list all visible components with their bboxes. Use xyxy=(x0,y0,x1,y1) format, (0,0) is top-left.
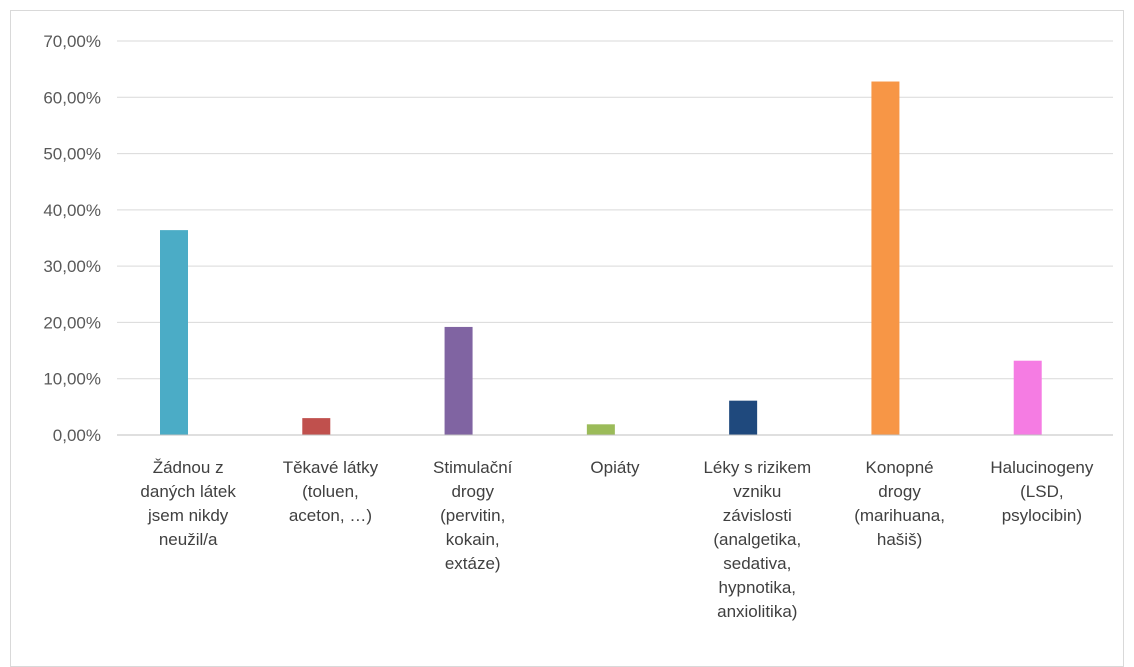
x-category-label: Žádnou z daných látek jsem nikdy neužil/a xyxy=(140,458,236,549)
bar xyxy=(729,400,758,435)
x-category-label: Léky s rizikem vzniku závislosti (analgetik… xyxy=(703,458,811,621)
x-category-label: Konopné drogy (marihuana, hašiš) xyxy=(854,458,945,549)
bar xyxy=(871,81,900,436)
x-category-label: Opiáty xyxy=(590,458,640,477)
y-tick-label: 0,00% xyxy=(53,426,101,445)
y-axis-ticks: 0,00% 10,00% 20,00% 30,00% 40,00% 50,00% 60,00… xyxy=(43,32,101,445)
y-tick-label: 20,00% xyxy=(43,313,101,332)
bar xyxy=(302,418,331,435)
y-tick-label: 50,00% xyxy=(43,145,101,164)
y-tick-label: 30,00% xyxy=(43,257,101,276)
bars xyxy=(160,81,1042,436)
x-category-label: Těkavé látky (toluen, aceton, …) xyxy=(283,458,379,525)
y-tick-label: 10,00% xyxy=(43,370,101,389)
x-category-label: Stimulační drogy (pervitin, kokain, extáze) xyxy=(433,458,513,573)
y-tick-label: 70,00% xyxy=(43,32,101,51)
y-tick-label: 60,00% xyxy=(43,88,101,107)
x-category-label: Halucinogeny (LSD, psylocibin) xyxy=(990,458,1094,525)
x-axis-categories: Žádnou z daných látek jsem nikdy neužil/a Tě… xyxy=(140,458,1093,621)
gridlines xyxy=(117,40,1113,380)
y-tick-label: 40,00% xyxy=(43,201,101,220)
bar xyxy=(1013,360,1042,435)
chart-area xyxy=(10,10,1124,667)
bar xyxy=(586,424,615,435)
bar xyxy=(160,230,188,435)
bar xyxy=(444,326,473,435)
